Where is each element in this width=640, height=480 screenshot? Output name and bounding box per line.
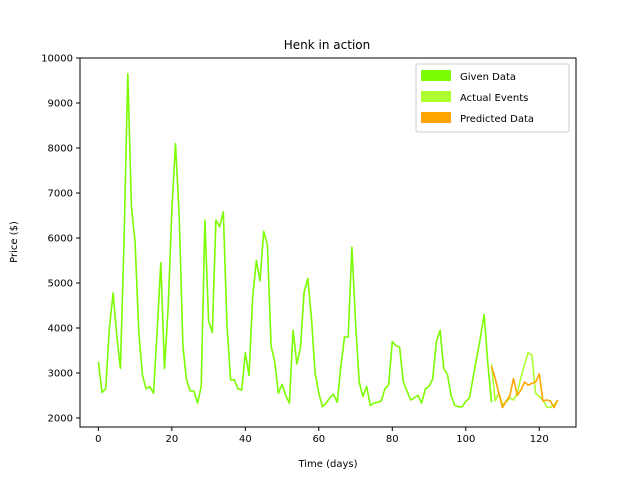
- y-tick-label: 10000: [41, 54, 73, 65]
- axes-layer: [79, 57, 577, 428]
- legend-swatch-given-data: [421, 70, 451, 81]
- y-tick-label: 2000: [48, 414, 73, 425]
- x-axis-ticks: 0 20 40 60 80 100 120: [95, 427, 549, 445]
- x-tick-label: 60: [312, 434, 325, 445]
- legend: Given Data Actual Events Predicted Data: [415, 63, 570, 133]
- legend-swatch-actual-events: [421, 91, 451, 102]
- y-tick-label: 5000: [48, 279, 73, 290]
- series-layer: [97, 73, 559, 409]
- x-tick-label: 100: [456, 434, 475, 445]
- plot-frame: [79, 57, 577, 428]
- legend-label-predicted-data: Predicted Data: [460, 114, 534, 125]
- y-tick-label: 3000: [48, 369, 73, 380]
- chart-title: Henk in action: [284, 38, 370, 52]
- y-tick-label: 6000: [48, 234, 73, 245]
- y-tick-label: 9000: [48, 99, 73, 110]
- x-tick-label: 0: [95, 434, 101, 445]
- y-axis-ticks: 2000 3000 4000 5000 6000 7000 8000 9000 10000: [41, 54, 80, 425]
- y-tick-label: 8000: [48, 144, 73, 155]
- series-line-predicted-data: [490, 366, 559, 409]
- legend-label-given-data: Given Data: [460, 72, 516, 83]
- x-axis-title: Time (days): [297, 459, 357, 470]
- x-tick-label: 20: [165, 434, 178, 445]
- x-tick-label: 40: [239, 434, 252, 445]
- legend-label-actual-events: Actual Events: [460, 93, 528, 104]
- legend-swatch-predicted-data: [421, 112, 451, 123]
- y-tick-label: 7000: [48, 189, 73, 200]
- series-line-actual-events: [490, 351, 559, 409]
- x-tick-label: 120: [530, 434, 549, 445]
- y-tick-label: 4000: [48, 324, 73, 335]
- legend-box: [415, 63, 570, 133]
- x-tick-label: 80: [386, 434, 399, 445]
- y-axis-title: Price ($): [9, 221, 20, 263]
- series-line-given-data: [97, 73, 493, 408]
